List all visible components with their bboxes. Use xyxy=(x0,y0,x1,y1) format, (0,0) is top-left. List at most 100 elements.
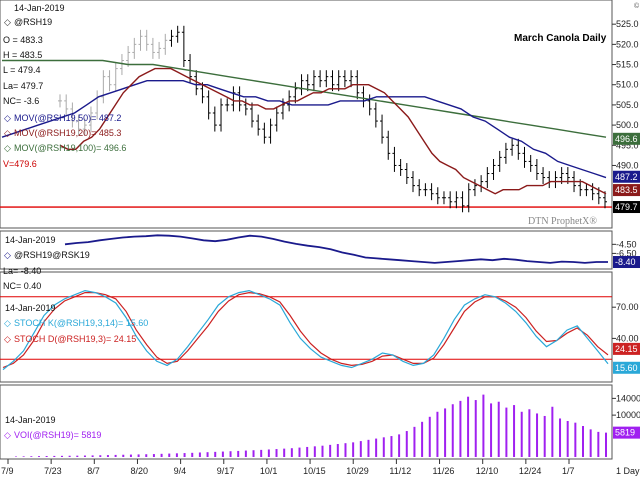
price-layer: 525.0 520.0 515.0 510.0 505.0 500.0 495.0 490.0… xyxy=(0,19,640,214)
price-bar xyxy=(522,146,527,168)
spread-tick-label: -6.50 xyxy=(616,248,637,258)
price-bar xyxy=(181,25,186,67)
x-tick-label: 11/12 xyxy=(389,466,411,476)
spread-value-tag-text: -8.40 xyxy=(615,257,636,267)
spread-line xyxy=(64,234,608,264)
x-tick-label: 10/15 xyxy=(303,466,326,476)
price-bar xyxy=(411,171,416,193)
x-tick-label: 9/17 xyxy=(217,466,235,476)
price-bar xyxy=(138,29,143,51)
price-bar xyxy=(497,150,502,172)
price-bar xyxy=(423,183,428,197)
price-bar xyxy=(293,82,298,104)
price-bar xyxy=(64,94,69,116)
price-bar xyxy=(82,118,87,136)
spread-panel[interactable] xyxy=(0,230,613,270)
price-bar xyxy=(330,70,335,92)
price-bar xyxy=(113,62,118,92)
price-bar xyxy=(435,187,440,205)
price-tick-label: 500.0 xyxy=(616,120,639,130)
volume-legend: VOI(@RSH19)= 5819 xyxy=(14,430,101,440)
price-bar xyxy=(398,158,403,176)
price-bar xyxy=(472,179,477,197)
price-bar xyxy=(342,70,347,88)
spread-symbol-label: @RSH19@RSK19 xyxy=(14,250,90,260)
price-bar xyxy=(231,86,236,112)
ma50-line xyxy=(1,79,607,179)
price-bar xyxy=(219,98,224,132)
price-bar xyxy=(163,33,168,55)
price-bar xyxy=(541,167,546,185)
stoch-d-line xyxy=(2,291,609,369)
low-value: L = 479.4 xyxy=(3,65,40,75)
price-tick-label: 515.0 xyxy=(616,60,639,70)
price-value-tag-text: 496.6 xyxy=(615,134,638,144)
price-bar xyxy=(584,183,589,197)
stoch-value-tag-text: 24.15 xyxy=(615,344,638,354)
price-bar xyxy=(516,138,521,160)
price-bar xyxy=(590,183,595,201)
price-bar xyxy=(225,98,230,112)
price-value-tag-box xyxy=(613,184,640,197)
volume-tick-label: 10000 xyxy=(616,410,640,420)
price-bar xyxy=(510,138,515,156)
copyright-symbol: © xyxy=(634,2,640,10)
price-date-label: 14-Jan-2019 xyxy=(14,3,65,13)
price-bar xyxy=(88,106,93,132)
x-tick-label: 1/7 xyxy=(562,466,575,476)
x-tick-label: 7/23 xyxy=(44,466,62,476)
price-panel[interactable] xyxy=(0,0,613,229)
spread-last-value: La= -8.40 xyxy=(3,266,41,276)
volume-panel[interactable] xyxy=(0,384,613,460)
x-tick-label: 10/1 xyxy=(260,466,278,476)
price-bar xyxy=(491,158,496,180)
x-tick-label: 8/7 xyxy=(87,466,100,476)
price-bar xyxy=(249,102,254,128)
price-bar xyxy=(528,154,533,172)
price-bar xyxy=(373,102,378,128)
watermark: DTN ProphetX® xyxy=(528,216,597,227)
spread-diamond: ◇ xyxy=(4,250,11,260)
price-bar xyxy=(367,94,372,116)
price-bar xyxy=(126,45,131,67)
price-bar xyxy=(503,142,508,164)
price-bar xyxy=(274,106,279,132)
price-bar xyxy=(429,183,434,201)
price-bar xyxy=(324,70,329,88)
price-bar xyxy=(150,37,155,59)
stoch-value-tag-box xyxy=(613,342,640,355)
price-value-tag-box xyxy=(613,201,640,214)
x-tick-label: 12/24 xyxy=(519,466,542,476)
price-bar xyxy=(386,130,391,160)
price-bar xyxy=(417,179,422,197)
price-bar xyxy=(132,37,137,59)
x-axis: 7/9 7/23 8/7 8/20 9/4 9/17 10/1 10/15 10/29 11/12… xyxy=(1,459,575,476)
price-bar xyxy=(454,191,459,209)
price-bar xyxy=(256,114,261,136)
price-bar xyxy=(441,191,446,205)
spread-layer: -4.50-6.50-8.40 xyxy=(64,234,640,269)
ma50-legend: MOV(@RSH19,50)= 487.2 xyxy=(14,113,121,123)
stoch-panel[interactable] xyxy=(0,271,613,383)
net-change-value: NC= -3.6 xyxy=(3,96,39,106)
price-bar xyxy=(305,74,310,92)
price-value-tag-box xyxy=(613,170,640,183)
volume-value-tag-text: 5819 xyxy=(615,428,635,438)
price-bar xyxy=(76,114,81,136)
volume-tick-label: 14000 xyxy=(616,393,640,403)
price-bar xyxy=(603,191,607,209)
price-bar xyxy=(58,94,62,108)
stoch-d-diamond: ◇ xyxy=(4,334,11,344)
price-bar xyxy=(206,90,211,120)
stoch-value-tag-box xyxy=(613,361,640,374)
price-tick-label: 520.0 xyxy=(616,39,639,49)
price-bar xyxy=(349,70,354,88)
spread-tick-label: -4.50 xyxy=(616,239,637,249)
price-tick-label: 505.0 xyxy=(616,100,639,110)
price-value-tag-text: 479.7 xyxy=(615,202,638,212)
stoch-value-tag-text: 15.60 xyxy=(615,363,638,373)
ma20-legend: MOV(@RSH19,20)= 485.3 xyxy=(14,128,121,138)
price-bar xyxy=(380,114,385,144)
price-bar xyxy=(448,191,453,209)
